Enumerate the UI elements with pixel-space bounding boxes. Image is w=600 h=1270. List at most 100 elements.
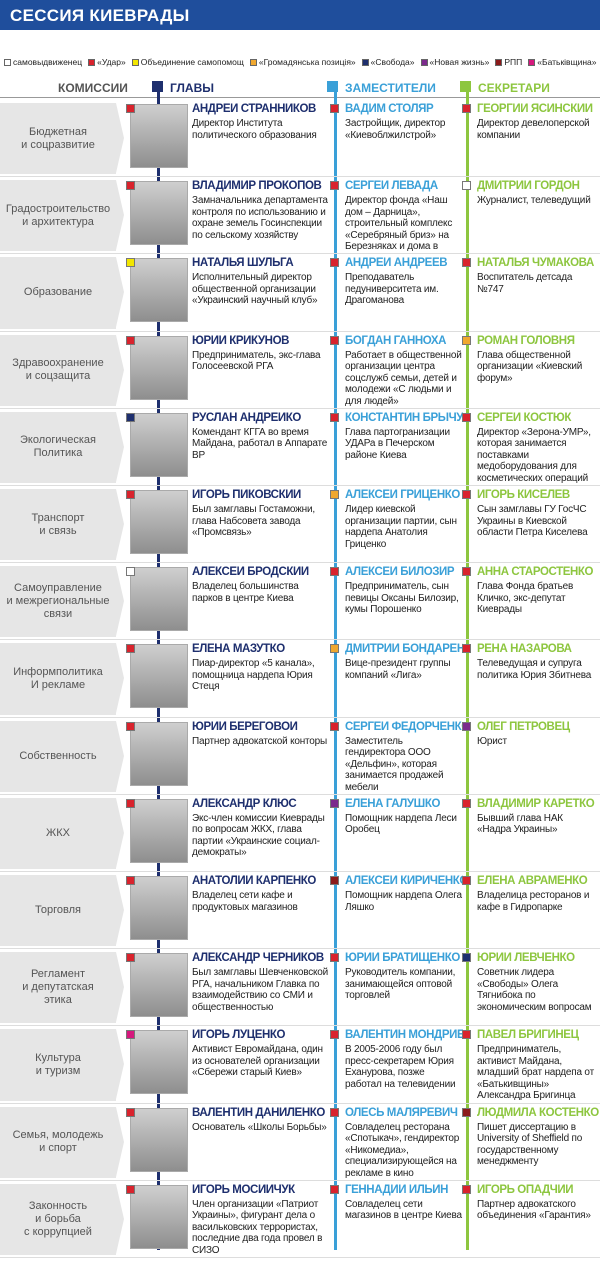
commission-cell: Культура и туризм: [0, 1029, 116, 1101]
commission-arrow: [116, 1183, 124, 1254]
party-marker: [330, 567, 339, 577]
person-name: ИГОРЬ ПИКОВСКИЙ: [192, 489, 301, 501]
photo: [130, 644, 188, 709]
row-separator: [0, 253, 600, 255]
person-description: Владелец большинства парков в центре Кие…: [192, 581, 299, 604]
party-marker: [330, 1107, 339, 1117]
party-marker: [126, 876, 135, 885]
party-marker: [330, 798, 339, 808]
person-name: ЮРИЙ БЕРЕГОВОЙ: [192, 720, 298, 733]
commission-cell: Торговля: [0, 875, 116, 947]
person-description: Владелица ресторанов и кафе в Гидропарке: [477, 890, 590, 913]
photo: [130, 953, 188, 1018]
party-marker: [330, 335, 339, 345]
person-description: Бывший глава НАК «Надра Украины»: [477, 812, 563, 836]
person-description: Застройщик, директор «Киевоблжилстрой»: [345, 118, 446, 141]
party-marker: [330, 953, 339, 963]
person-description: Сын замглавы ГУ ГосЧС Украины в Киевской…: [477, 504, 588, 538]
person-description: Активист Евромайдана, один из основателе…: [192, 1044, 323, 1079]
party-marker: [330, 412, 339, 422]
photo: [130, 567, 188, 632]
party-marker: [462, 876, 471, 885]
person-name: ПАВЕЛ БРИГИНЕЦ: [477, 1029, 579, 1042]
person-name: НАТАЛЬЯ ЧУМАКОВА: [477, 257, 594, 270]
party-marker: [462, 412, 471, 422]
legend-swatch: [4, 58, 11, 66]
commission-cell: Градостроительство и архитектура: [0, 180, 116, 252]
party-marker: [126, 721, 135, 731]
commission-arrow: [116, 489, 124, 559]
person-description: Телеведущая и супруга политика Юрия Збит…: [477, 658, 592, 681]
person-name: ИГОРЬ МОСИЙЧУК: [192, 1183, 295, 1196]
party-marker: [462, 335, 471, 345]
legend-label: «Свобода»: [370, 57, 415, 67]
party-marker: [330, 258, 339, 268]
person-name: ДМИТРИЙ БОНДАРЕНКО: [345, 643, 463, 656]
photo: [130, 1184, 188, 1249]
photo: [130, 1107, 188, 1172]
party-marker: [126, 181, 135, 191]
person-description: Лидер киевской организации партии, сын н…: [345, 504, 457, 550]
legend-swatch: [528, 58, 536, 66]
legend-label: Объединение самопомощ: [140, 57, 244, 67]
legend-label: «Громадянська позиція»: [258, 57, 356, 67]
legend-label: «Удар»: [97, 57, 126, 67]
legend-item: РПП: [495, 57, 522, 67]
person-name: АЛЕКСЕЙ КИРИЧЕНКО: [345, 875, 463, 887]
party-marker: [462, 1184, 471, 1194]
person-name: ГЕННАДИЙ ИЛЬИН: [345, 1183, 449, 1196]
commission-arrow: [116, 180, 124, 251]
column-header: ГЛАВЫ: [170, 81, 215, 95]
person-description: Исполнительный директор общественной орг…: [192, 272, 318, 307]
commission-arrow: [116, 643, 124, 714]
column-header: ЗАМЕСТИТЕЛИ: [345, 81, 436, 95]
photo: [130, 258, 188, 323]
person-description: Преподаватель педуниверситета им. Драгом…: [345, 272, 439, 307]
deputy-line: [334, 92, 337, 1250]
party-marker: [126, 104, 135, 113]
legend-item: «Удар»: [88, 57, 126, 67]
party-marker: [126, 1184, 135, 1194]
column-marker: [327, 81, 338, 92]
commission-cell: Образование: [0, 257, 116, 329]
column-header: СЕКРЕТАРИ: [478, 81, 550, 95]
person-description: Был замглавы Шевченковской РГА, начальни…: [192, 967, 329, 1013]
party-marker: [330, 490, 339, 499]
person-name: ВАЛЕНТИН ДАНИЛЕНКО: [192, 1106, 325, 1119]
person-name: РУСЛАН АНДРЕЙКО: [192, 411, 301, 424]
commission-cell: Самоуправление и межрегиональные связи: [0, 566, 116, 638]
person-name: ИГОРЬ ЛУЦЕНКО: [192, 1029, 286, 1042]
person-description: Замначальника департамента контроля по и…: [192, 195, 328, 241]
photo: [130, 490, 188, 554]
person-name: ЮРИЙ КРИКУНОВ: [192, 334, 290, 347]
person-name: АЛЕКСЕЙ БРОДСКИЙ: [192, 566, 309, 579]
party-marker: [462, 798, 471, 808]
row-separator: [0, 176, 600, 178]
commission-cell: Бюджетная и соцразвитие: [0, 103, 116, 175]
legend-item: самовыдвиженец: [4, 57, 82, 67]
commission-cell: Собственность: [0, 720, 116, 792]
commission-cell: Законность и борьба с коррупцией: [0, 1183, 116, 1255]
legend-item: «Свобода»: [361, 57, 415, 67]
person-description: Воспитатель детсада №747: [477, 272, 573, 295]
photo: [130, 876, 188, 940]
legend-swatch: [420, 58, 428, 66]
legend-item: Объединение самопомощ: [131, 57, 244, 67]
person-name: РЕНА НАЗАРОВА: [477, 643, 572, 656]
row-separator: [0, 716, 600, 718]
commission-arrow: [116, 797, 124, 868]
person-description: Директор «Зерона-УМР», которая занимаетс…: [477, 426, 591, 484]
person-name: ОЛЕГ ПЕТРОВЕЦ: [477, 720, 570, 733]
party-marker: [330, 1030, 339, 1040]
commission-cell: Транспорт и связь: [0, 489, 116, 561]
party-marker: [126, 567, 135, 577]
person-name: АЛЕКСАНДР КЛЮС: [192, 797, 297, 810]
commission-arrow: [116, 720, 124, 791]
person-description: Предприниматель, активист Майдана, младш…: [477, 1044, 594, 1102]
person-name: КОНСТАНТИН БРЫЧУК: [345, 411, 463, 424]
person-name: АЛЕКСЕЙ БИЛОЗИР: [345, 566, 455, 579]
party-marker: [126, 1107, 135, 1117]
person-description: Работает в общественной организации цент…: [345, 349, 462, 407]
person-description: Был замглавы Гостаможни, глава Набсовета…: [192, 504, 315, 538]
